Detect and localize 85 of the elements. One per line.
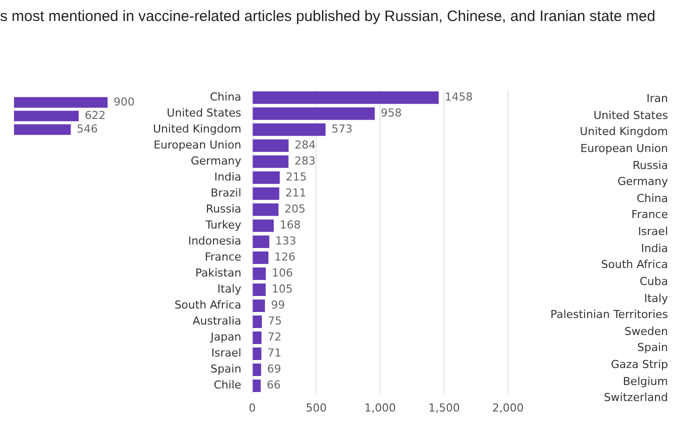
data-label: 75 xyxy=(268,314,282,328)
bar xyxy=(252,91,439,104)
data-label: 215 xyxy=(286,170,307,184)
bar xyxy=(252,267,266,280)
data-label: 958 xyxy=(380,106,402,120)
data-label: 573 xyxy=(332,122,353,136)
bar xyxy=(252,203,278,216)
x-tick-label: 1,500 xyxy=(428,401,460,414)
bar xyxy=(252,123,326,136)
data-label: 205 xyxy=(284,202,306,216)
bar xyxy=(252,348,262,360)
y-tick-label: China xyxy=(210,90,242,104)
data-label: 106 xyxy=(272,266,293,280)
y-tick-label: India xyxy=(214,170,242,184)
category-label: Spain xyxy=(637,340,668,356)
data-label: 133 xyxy=(275,234,296,248)
data-label: 66 xyxy=(266,378,281,392)
x-tick-label: 2,000 xyxy=(492,401,524,414)
y-tick-label: Brazil xyxy=(210,186,242,200)
y-tick-label: United Kingdom xyxy=(152,122,242,136)
x-tick-label: 0 xyxy=(248,401,256,414)
bar xyxy=(252,283,266,296)
category-label: Gaza Strip xyxy=(610,357,668,374)
y-tick-label: Japan xyxy=(210,330,242,344)
y-tick-label: United States xyxy=(166,106,242,120)
category-label: France xyxy=(631,207,668,224)
category-label: India xyxy=(641,240,668,257)
data-label: 283 xyxy=(294,154,316,168)
x-tick-label: 500 xyxy=(306,401,327,414)
category-label: Russia xyxy=(632,158,668,174)
category-label: United Kingdom xyxy=(580,124,668,140)
y-tick-label: Turkey xyxy=(204,218,242,232)
bar xyxy=(252,139,289,152)
category-label: Italy xyxy=(644,290,668,307)
y-tick-label: Germany xyxy=(190,154,242,168)
category-label: China xyxy=(636,190,668,207)
data-label: 72 xyxy=(267,330,282,344)
bar xyxy=(252,380,261,392)
bar xyxy=(252,364,262,376)
bar xyxy=(252,300,265,312)
y-tick-label: Chile xyxy=(214,378,242,392)
bar xyxy=(252,251,268,264)
y-tick-label: South Africa xyxy=(174,298,242,312)
category-label: Switzerland xyxy=(604,390,668,406)
category-label: European Union xyxy=(580,140,668,157)
y-tick-label: France xyxy=(204,250,242,264)
category-label: Cuba xyxy=(640,274,668,290)
data-label: 211 xyxy=(285,186,306,200)
data-label: 546 xyxy=(76,122,98,136)
category-label: Palestinian Territories xyxy=(550,307,668,324)
y-tick-label: Pakistan xyxy=(195,266,242,280)
category-label: Germany xyxy=(617,174,668,190)
data-label: 622 xyxy=(84,108,106,122)
data-label: 168 xyxy=(280,218,301,232)
y-tick-label: Russia xyxy=(206,202,242,216)
y-tick-label: Indonesia xyxy=(188,234,242,248)
data-label: 126 xyxy=(274,250,296,264)
data-label: 71 xyxy=(267,346,282,360)
y-tick-label: Israel xyxy=(211,346,242,360)
y-tick-label: European Union xyxy=(154,138,242,152)
bar xyxy=(252,316,262,328)
category-label: Israel xyxy=(638,224,668,240)
data-label: 105 xyxy=(272,282,293,296)
data-label: 99 xyxy=(270,298,285,312)
bar xyxy=(252,171,280,184)
bar xyxy=(252,187,280,200)
data-label: 69 xyxy=(267,362,282,376)
y-tick-label: Spain xyxy=(210,362,242,376)
data-label: 1458 xyxy=(444,90,473,104)
bar xyxy=(252,219,274,232)
data-label: 900 xyxy=(114,95,135,108)
bar xyxy=(252,155,288,168)
y-tick-label: Italy xyxy=(217,282,242,296)
x-tick-label: 1,000 xyxy=(364,401,396,414)
bar xyxy=(252,235,270,248)
category-label: Belgium xyxy=(622,374,668,390)
y-tick-label: Australia xyxy=(192,314,242,328)
text: s most mentioned in vaccine-related articles published by Russian, Chinese, and Iranian state med xyxy=(0,8,656,25)
category-label: South Africa xyxy=(601,257,668,274)
bar xyxy=(252,332,262,344)
bar xyxy=(252,107,375,120)
category-label: Iran xyxy=(646,91,668,107)
category-label: United States xyxy=(594,108,668,124)
data-label: 284 xyxy=(294,138,316,152)
category-label: Sweden xyxy=(624,324,668,340)
